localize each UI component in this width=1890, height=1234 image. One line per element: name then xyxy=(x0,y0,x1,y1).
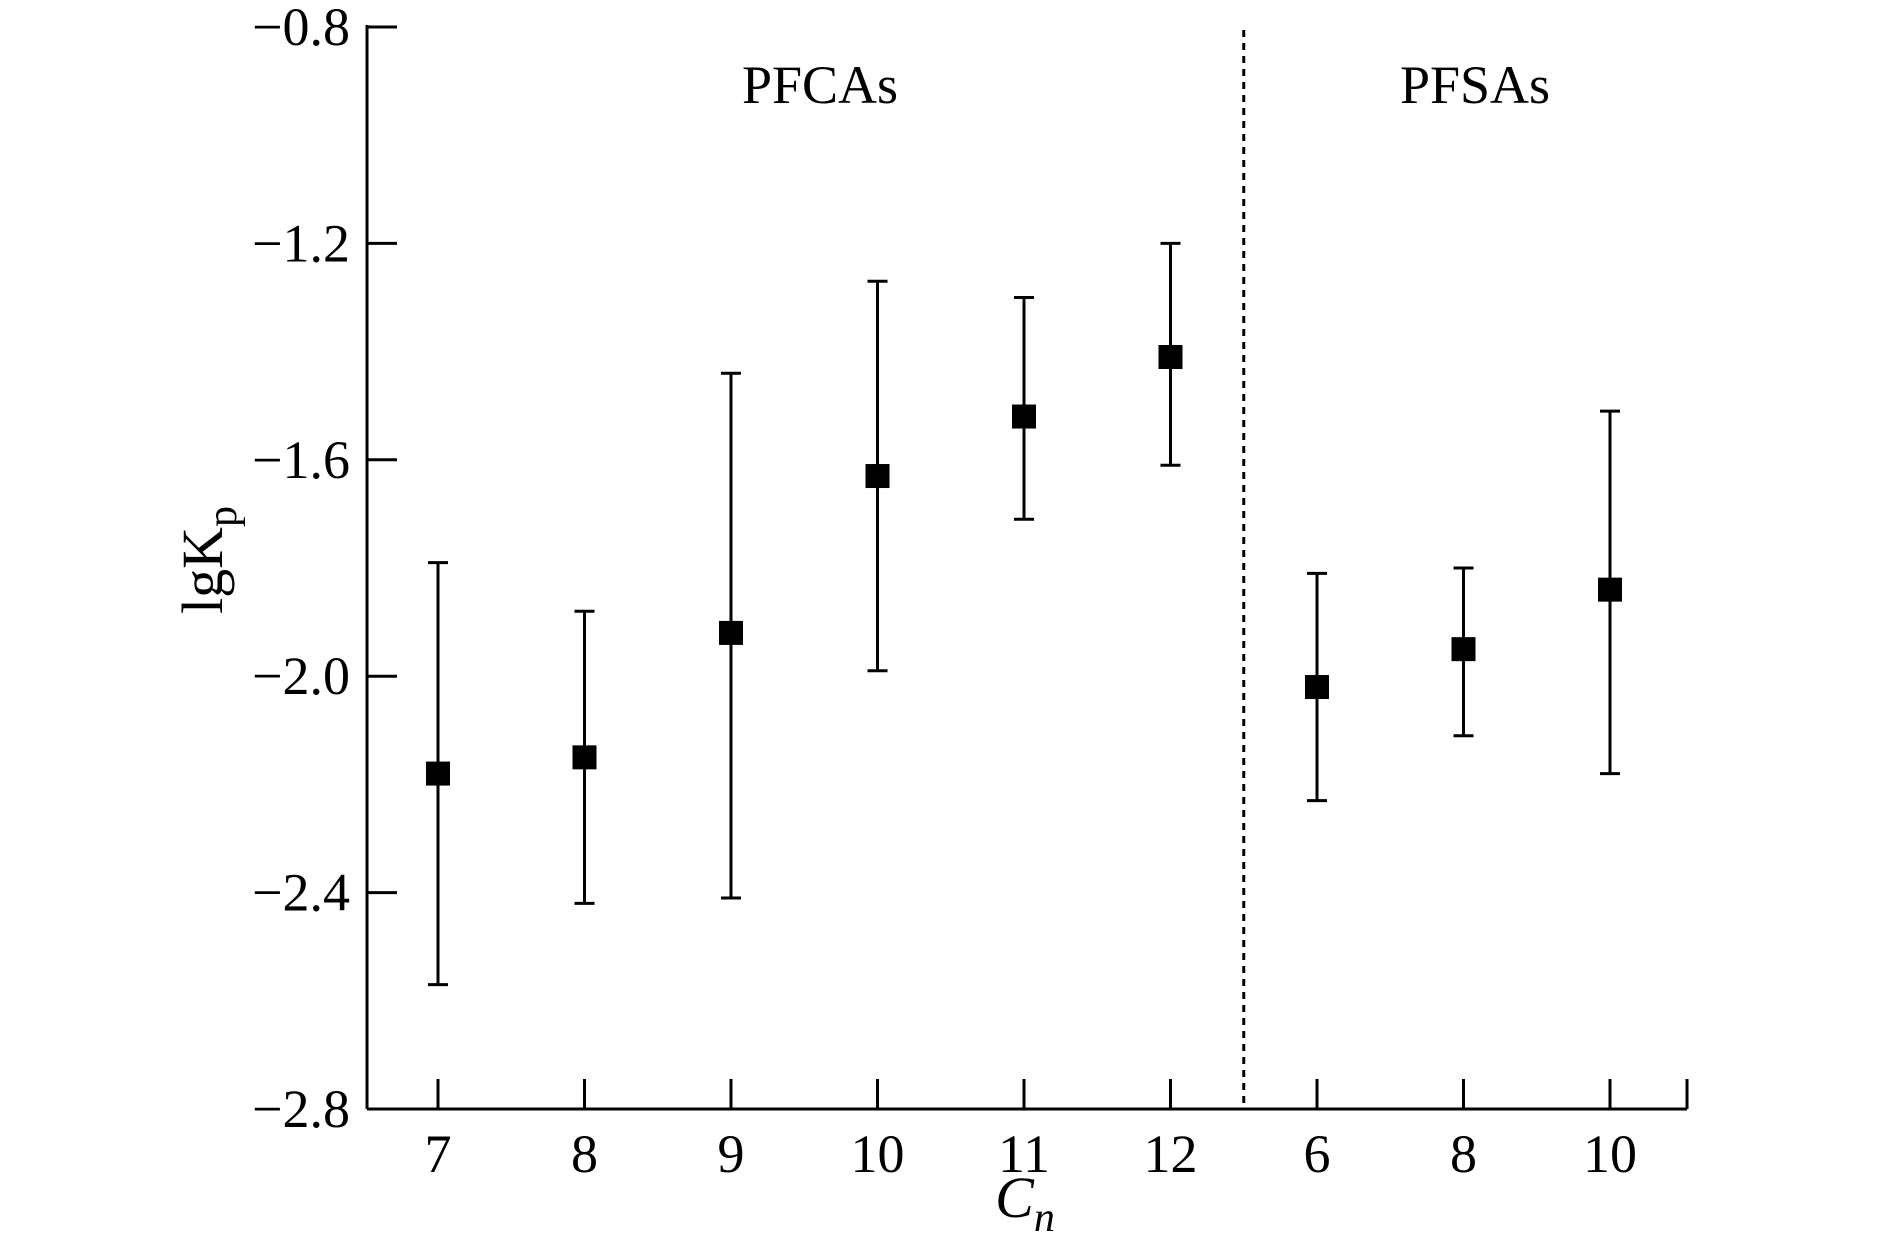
data-point xyxy=(572,745,597,770)
y-tick-label: −2.8 xyxy=(252,1079,350,1139)
data-point xyxy=(1598,577,1622,602)
axes xyxy=(365,25,1689,1111)
x-axis-title-main: C xyxy=(995,1165,1035,1230)
x-axis-title-sub: n xyxy=(1034,1195,1055,1234)
x-tick-label: 10 xyxy=(1583,1124,1637,1184)
x-tick-label: 10 xyxy=(851,1124,905,1184)
x-axis-title: Cn xyxy=(995,1165,1055,1234)
y-tick-label: −0.8 xyxy=(252,0,350,57)
data-points xyxy=(426,241,1622,987)
y-tick-label: −1.2 xyxy=(252,213,350,273)
data-point xyxy=(719,620,743,645)
y-axis-title-main: lgK xyxy=(170,527,235,614)
data-point xyxy=(1451,637,1476,662)
group-label-pfsas: PFSAs xyxy=(1400,55,1550,115)
x-tick-label: 11 xyxy=(998,1124,1050,1184)
x-tick-label: 7 xyxy=(425,1124,452,1184)
data-point xyxy=(426,761,450,786)
data-point xyxy=(1158,345,1183,370)
x-tick-label: 8 xyxy=(1450,1124,1477,1184)
y-ticks: −2.8 −2.4 −2.0 −1.6 −1.2 −0.8 xyxy=(252,0,397,1139)
x-tick-label: 8 xyxy=(571,1124,598,1184)
y-tick-label: −1.6 xyxy=(252,430,350,490)
x-tick-label: 6 xyxy=(1304,1124,1331,1184)
y-tick-label: −2.0 xyxy=(252,646,350,706)
data-point xyxy=(1305,675,1329,700)
y-tick-label: −2.4 xyxy=(252,863,350,923)
data-point xyxy=(1012,404,1036,429)
x-ticks: 7 8 9 10 11 12 6 8 10 xyxy=(425,1079,1637,1184)
data-point xyxy=(865,464,890,489)
y-axis-title-sub: p xyxy=(200,506,246,527)
group-labels: PFCAs PFSAs xyxy=(742,55,1550,115)
x-tick-label: 9 xyxy=(718,1124,745,1184)
group-label-pfcas: PFCAs xyxy=(742,55,898,115)
x-tick-label: 12 xyxy=(1144,1124,1198,1184)
y-axis-title: lgKp xyxy=(170,506,246,614)
